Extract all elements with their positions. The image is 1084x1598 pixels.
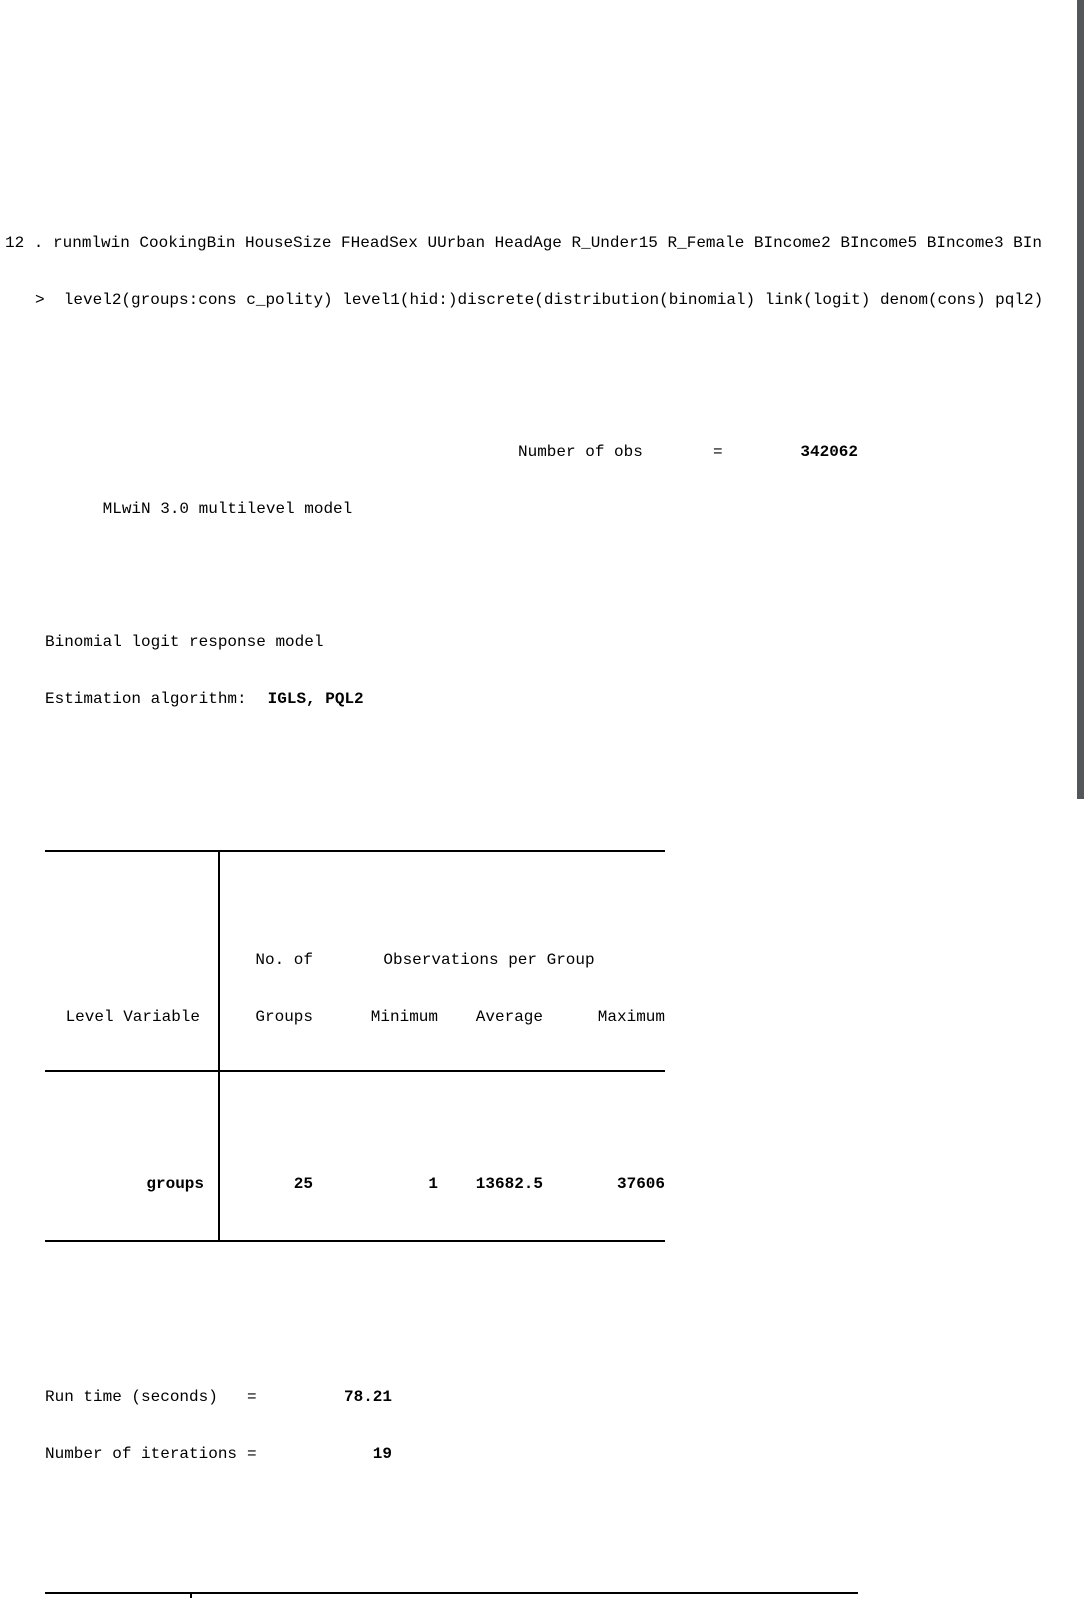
run-time-equals: = bbox=[247, 1388, 257, 1406]
groups-table-body: groups 25 1 13682.5 37606 bbox=[45, 1110, 665, 1202]
iterations-value: 19 bbox=[372, 1445, 392, 1463]
window-edge-bar bbox=[1077, 0, 1084, 799]
stata-results-window: 12 . runmlwin CookingBin HouseSize FHead… bbox=[0, 114, 1084, 1598]
run-time-value: 78.21 bbox=[343, 1388, 392, 1406]
cell-maximum: 37606 bbox=[616, 1175, 665, 1193]
cell-average: 13682.5 bbox=[475, 1175, 543, 1193]
header-minimum: Minimum bbox=[370, 1008, 438, 1026]
header-no-of: No. of bbox=[255, 951, 313, 969]
cell-minimum: 1 bbox=[428, 1175, 438, 1193]
number-of-obs-value: 342062 bbox=[800, 443, 858, 461]
iterations-equals: = bbox=[247, 1445, 257, 1463]
command-echo: 12 . runmlwin CookingBin HouseSize FHead… bbox=[0, 190, 1084, 348]
groups-summary-table: No. of Observations per Group Level Vari… bbox=[45, 850, 665, 1242]
cell-groups: 25 bbox=[293, 1175, 313, 1193]
groups-table-header: No. of Observations per Group Level Vari… bbox=[45, 909, 665, 1072]
header-maximum: Maximum bbox=[597, 1008, 665, 1026]
header-level-variable: Level Variable bbox=[65, 1008, 200, 1026]
table-divider-line bbox=[218, 852, 220, 1240]
number-of-obs-label: Number of obs bbox=[518, 443, 643, 461]
estimation-line: Estimation algorithm: IGLS, PQL2 bbox=[45, 690, 858, 709]
estimation-value: IGLS, PQL2 bbox=[267, 690, 364, 708]
number-of-obs-equals: = bbox=[713, 443, 723, 461]
header-average: Average bbox=[475, 1008, 543, 1026]
command-line-2: > level2(groups:cons c_polity) level1(hi… bbox=[35, 291, 1044, 309]
coefficient-table: CookingBin Coef. Std. Err. z P>|z| [95% … bbox=[45, 1592, 858, 1598]
command-line-1: 12 . runmlwin CookingBin HouseSize FHead… bbox=[5, 234, 1042, 252]
response-model-line: Binomial logit response model bbox=[45, 633, 324, 651]
model-title: MLwiN 3.0 multilevel model bbox=[102, 500, 353, 518]
header-groups: Groups bbox=[255, 1008, 313, 1026]
run-time-label: Run time (seconds) bbox=[45, 1388, 218, 1406]
iterations-label: Number of iterations bbox=[45, 1445, 238, 1463]
run-info: Run time (seconds) = 78.21 Number of ite… bbox=[45, 1350, 1084, 1502]
table-row: groups 25 1 13682.5 37606 bbox=[45, 1175, 665, 1194]
cell-level-variable: groups bbox=[146, 1175, 204, 1193]
table-divider-line bbox=[190, 1594, 192, 1598]
header-obs-per-group: Observations per Group bbox=[383, 951, 595, 969]
model-header: MLwiN 3.0 multilevel model Number of obs… bbox=[45, 443, 858, 747]
estimation-label: Estimation algorithm: bbox=[45, 690, 247, 708]
